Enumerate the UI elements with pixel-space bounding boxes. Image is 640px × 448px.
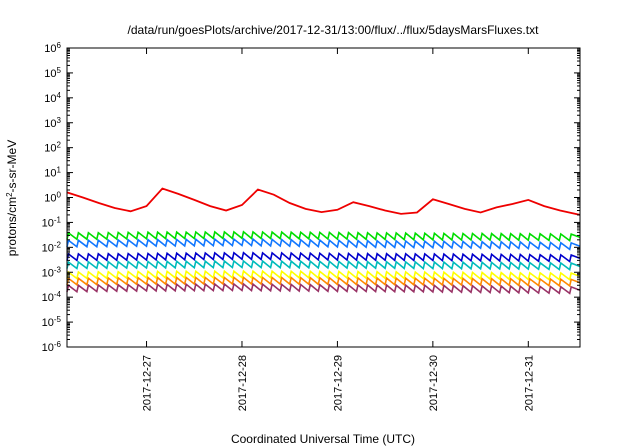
plot-frame: [66, 47, 581, 348]
y-tick-exponent: 0: [57, 190, 62, 199]
series-line-3: [66, 251, 581, 263]
y-tick-base: 10: [42, 292, 54, 304]
y-tick-exponent: -4: [54, 290, 62, 299]
x-axis-label: Coordinated Universal Time (UTC): [231, 432, 415, 446]
y-tick-exponent: 5: [57, 65, 62, 74]
y-tick-exponent: -3: [54, 265, 62, 274]
y-axis: 10-610-510-410-310-210-11001011021031041…: [42, 41, 580, 355]
series-line-5: [66, 269, 581, 281]
y-tick-label: 10-5: [42, 315, 62, 330]
y-tick-exponent: 3: [57, 115, 62, 124]
y-tick-exponent: -6: [54, 340, 62, 349]
y-tick-exponent: -5: [54, 315, 62, 324]
y-tick-base: 10: [42, 342, 54, 354]
y-axis-label: protons/cm2-s-sr-MeV: [5, 140, 20, 256]
x-tick-label: 2017-12-28: [237, 355, 249, 411]
y-tick-exponent: 2: [57, 140, 62, 149]
y-tick-label: 10-4: [42, 290, 62, 305]
series-line-4: [66, 259, 581, 271]
chart-title: /data/run/goesPlots/archive/2017-12-31/1…: [128, 23, 540, 37]
x-tick-label: 2017-12-31: [523, 355, 535, 411]
y-tick-label: 102: [44, 140, 61, 155]
y-tick-base: 10: [44, 168, 56, 180]
x-tick-label: 2017-12-27: [142, 355, 154, 411]
y-tick-base: 10: [44, 93, 56, 105]
y-tick-label: 10-3: [42, 265, 62, 280]
y-tick-base: 10: [44, 143, 56, 155]
y-tick-base: 10: [44, 193, 56, 205]
y-axis-label-sup: 2: [5, 192, 14, 197]
series-line-7: [66, 282, 581, 295]
x-tick-label: 2017-12-29: [332, 355, 344, 411]
y-tick-exponent: -2: [54, 240, 62, 249]
y-tick-label: 103: [44, 115, 61, 130]
y-tick-base: 10: [42, 317, 54, 329]
y-tick-exponent: 4: [57, 90, 62, 99]
x-tick-label: 2017-12-30: [428, 355, 440, 411]
y-tick-label: 10-2: [42, 240, 62, 255]
y-axis-label-suffix: -s-sr-MeV: [5, 140, 19, 193]
y-tick-base: 10: [44, 118, 56, 130]
series-line-6: [66, 275, 581, 288]
y-tick-label: 104: [44, 90, 61, 105]
y-tick-label: 10-6: [42, 340, 62, 355]
series-line-0: [66, 187, 581, 216]
series-line-2: [66, 237, 581, 251]
y-tick-label: 100: [44, 190, 61, 205]
y-axis-label-prefix: protons/cm: [5, 197, 19, 256]
y-tick-base: 10: [42, 217, 54, 229]
y-tick-base: 10: [44, 68, 56, 80]
y-tick-label: 10-1: [42, 215, 62, 230]
y-tick-label: 105: [44, 65, 61, 80]
y-tick-exponent: 1: [57, 165, 62, 174]
series-layer: [66, 187, 581, 295]
x-axis: 2017-12-27 2017-12-28 2017-12-29 2017-12-30…: [142, 48, 535, 411]
y-tick-base: 10: [42, 267, 54, 279]
y-tick-label: 101: [44, 165, 61, 180]
y-tick-exponent: -1: [54, 215, 62, 224]
y-tick-label: 106: [44, 41, 61, 56]
y-tick-base: 10: [44, 43, 56, 55]
y-tick-exponent: 6: [57, 41, 62, 50]
y-tick-base: 10: [42, 242, 54, 254]
series-line-1: [66, 230, 581, 242]
